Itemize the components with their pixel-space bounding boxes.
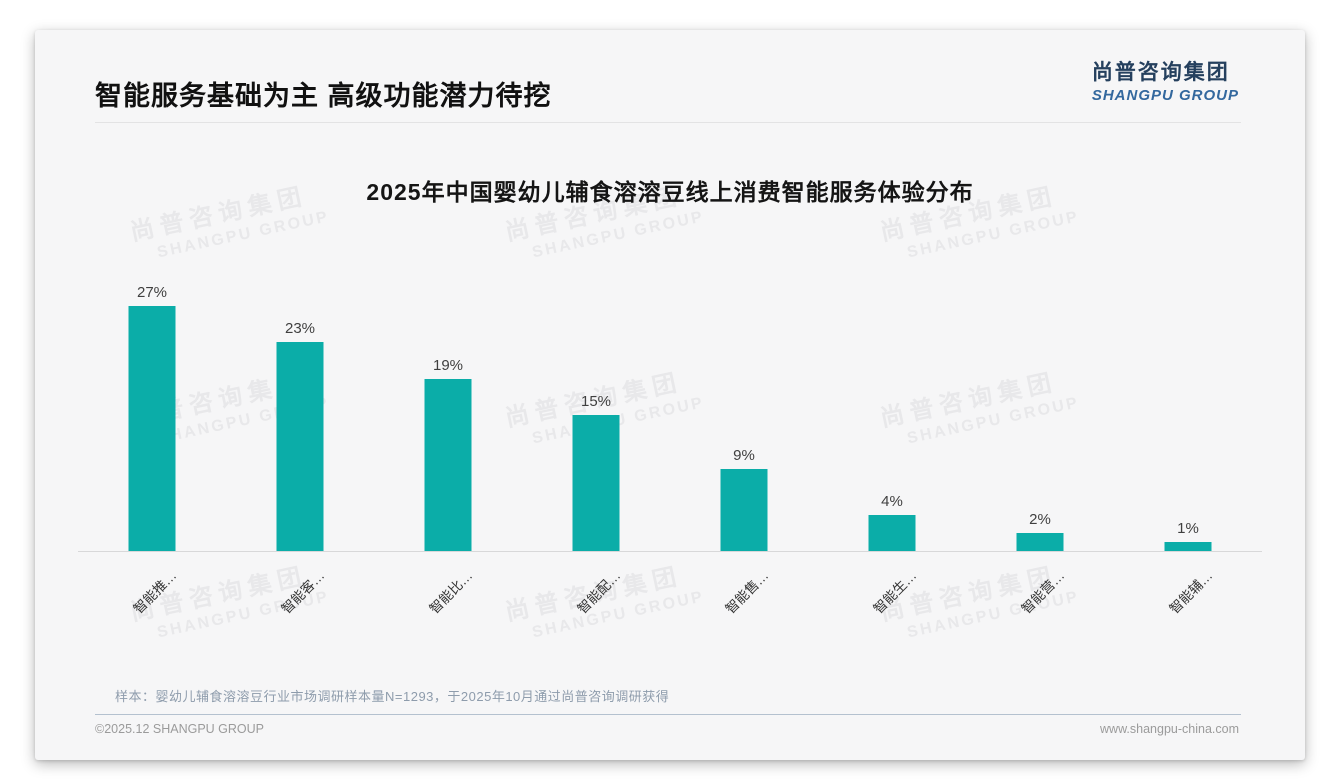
- x-label-slot: 智能推…: [78, 557, 226, 647]
- bar-value-label: 27%: [136, 284, 168, 301]
- x-axis-category-label: 智能辅…: [1166, 567, 1216, 617]
- slide-card: 尚普咨询集团 SHANGPU GROUP 尚普咨询集团 SHANGPU GROUP 尚普…: [35, 30, 1305, 760]
- bar: [128, 306, 176, 551]
- bar-slot: 4%: [818, 280, 966, 551]
- x-axis-category-label: 智能配…: [574, 567, 624, 617]
- bar: [276, 342, 324, 551]
- bar: [1164, 542, 1212, 551]
- x-label-slot: 智能配…: [522, 557, 670, 647]
- logo-english-text: SHANGPU GROUP: [1091, 87, 1239, 104]
- x-label-slot: 智能生…: [818, 557, 966, 647]
- x-label-slot: 智能售…: [670, 557, 818, 647]
- bar-slot: 1%: [1114, 280, 1262, 551]
- bar-slot: 9%: [670, 280, 818, 551]
- x-label-slot: 智能营…: [966, 557, 1114, 647]
- bar-chart-plot-area: 27% 23% 19% 15% 9% 4% 2% 1%: [78, 280, 1262, 552]
- company-logo: 尚普咨询集团 SHANGPU GROUP: [1092, 56, 1239, 104]
- bar: [572, 415, 620, 551]
- x-axis-category-label: 智能营…: [1018, 567, 1068, 617]
- bar-slot: 2%: [966, 280, 1114, 551]
- header-divider: [95, 122, 1241, 123]
- bar-value-label: 15%: [580, 393, 612, 410]
- website-url: www.shangpu-china.com: [1100, 722, 1239, 736]
- bar-slot: 15%: [522, 280, 670, 551]
- bar: [424, 379, 472, 551]
- bar-value-label: 9%: [733, 447, 755, 464]
- x-label-slot: 智能客…: [226, 557, 374, 647]
- bar-value-label: 19%: [432, 357, 464, 374]
- logo-chinese-text: 尚普咨询集团: [1091, 61, 1230, 84]
- x-axis-category-label: 智能客…: [278, 567, 328, 617]
- footer-divider: [95, 714, 1241, 715]
- x-axis-category-label: 智能比…: [426, 567, 476, 617]
- bar-value-label: 2%: [1029, 511, 1051, 528]
- bar-slot: 19%: [374, 280, 522, 551]
- bar: [868, 515, 916, 551]
- bar-value-label: 23%: [284, 320, 316, 337]
- x-label-slot: 智能比…: [374, 557, 522, 647]
- bar: [720, 469, 768, 551]
- page-title: 智能服务基础为主 高级功能潜力待挖: [95, 81, 552, 111]
- bar-value-label: 4%: [881, 493, 903, 510]
- copyright-text: ©2025.12 SHANGPU GROUP: [95, 722, 264, 736]
- sample-footnote: 样本：婴幼儿辅食溶溶豆行业市场调研样本量N=1293，于2025年10月通过尚普…: [115, 689, 670, 704]
- x-label-slot: 智能辅…: [1114, 557, 1262, 647]
- chart-title: 2025年中国婴幼儿辅食溶溶豆线上消费智能服务体验分布: [366, 179, 974, 205]
- bar-slot: 23%: [226, 280, 374, 551]
- x-axis-category-label: 智能生…: [870, 567, 920, 617]
- x-axis-category-label: 智能售…: [722, 567, 772, 617]
- bar-value-label: 1%: [1177, 520, 1199, 537]
- bar-slot: 27%: [78, 280, 226, 551]
- x-axis-category-label: 智能推…: [130, 567, 180, 617]
- x-axis-labels: 智能推… 智能客… 智能比… 智能配… 智能售… 智能生… 智能营… 智能辅…: [78, 557, 1262, 647]
- bar: [1016, 533, 1064, 551]
